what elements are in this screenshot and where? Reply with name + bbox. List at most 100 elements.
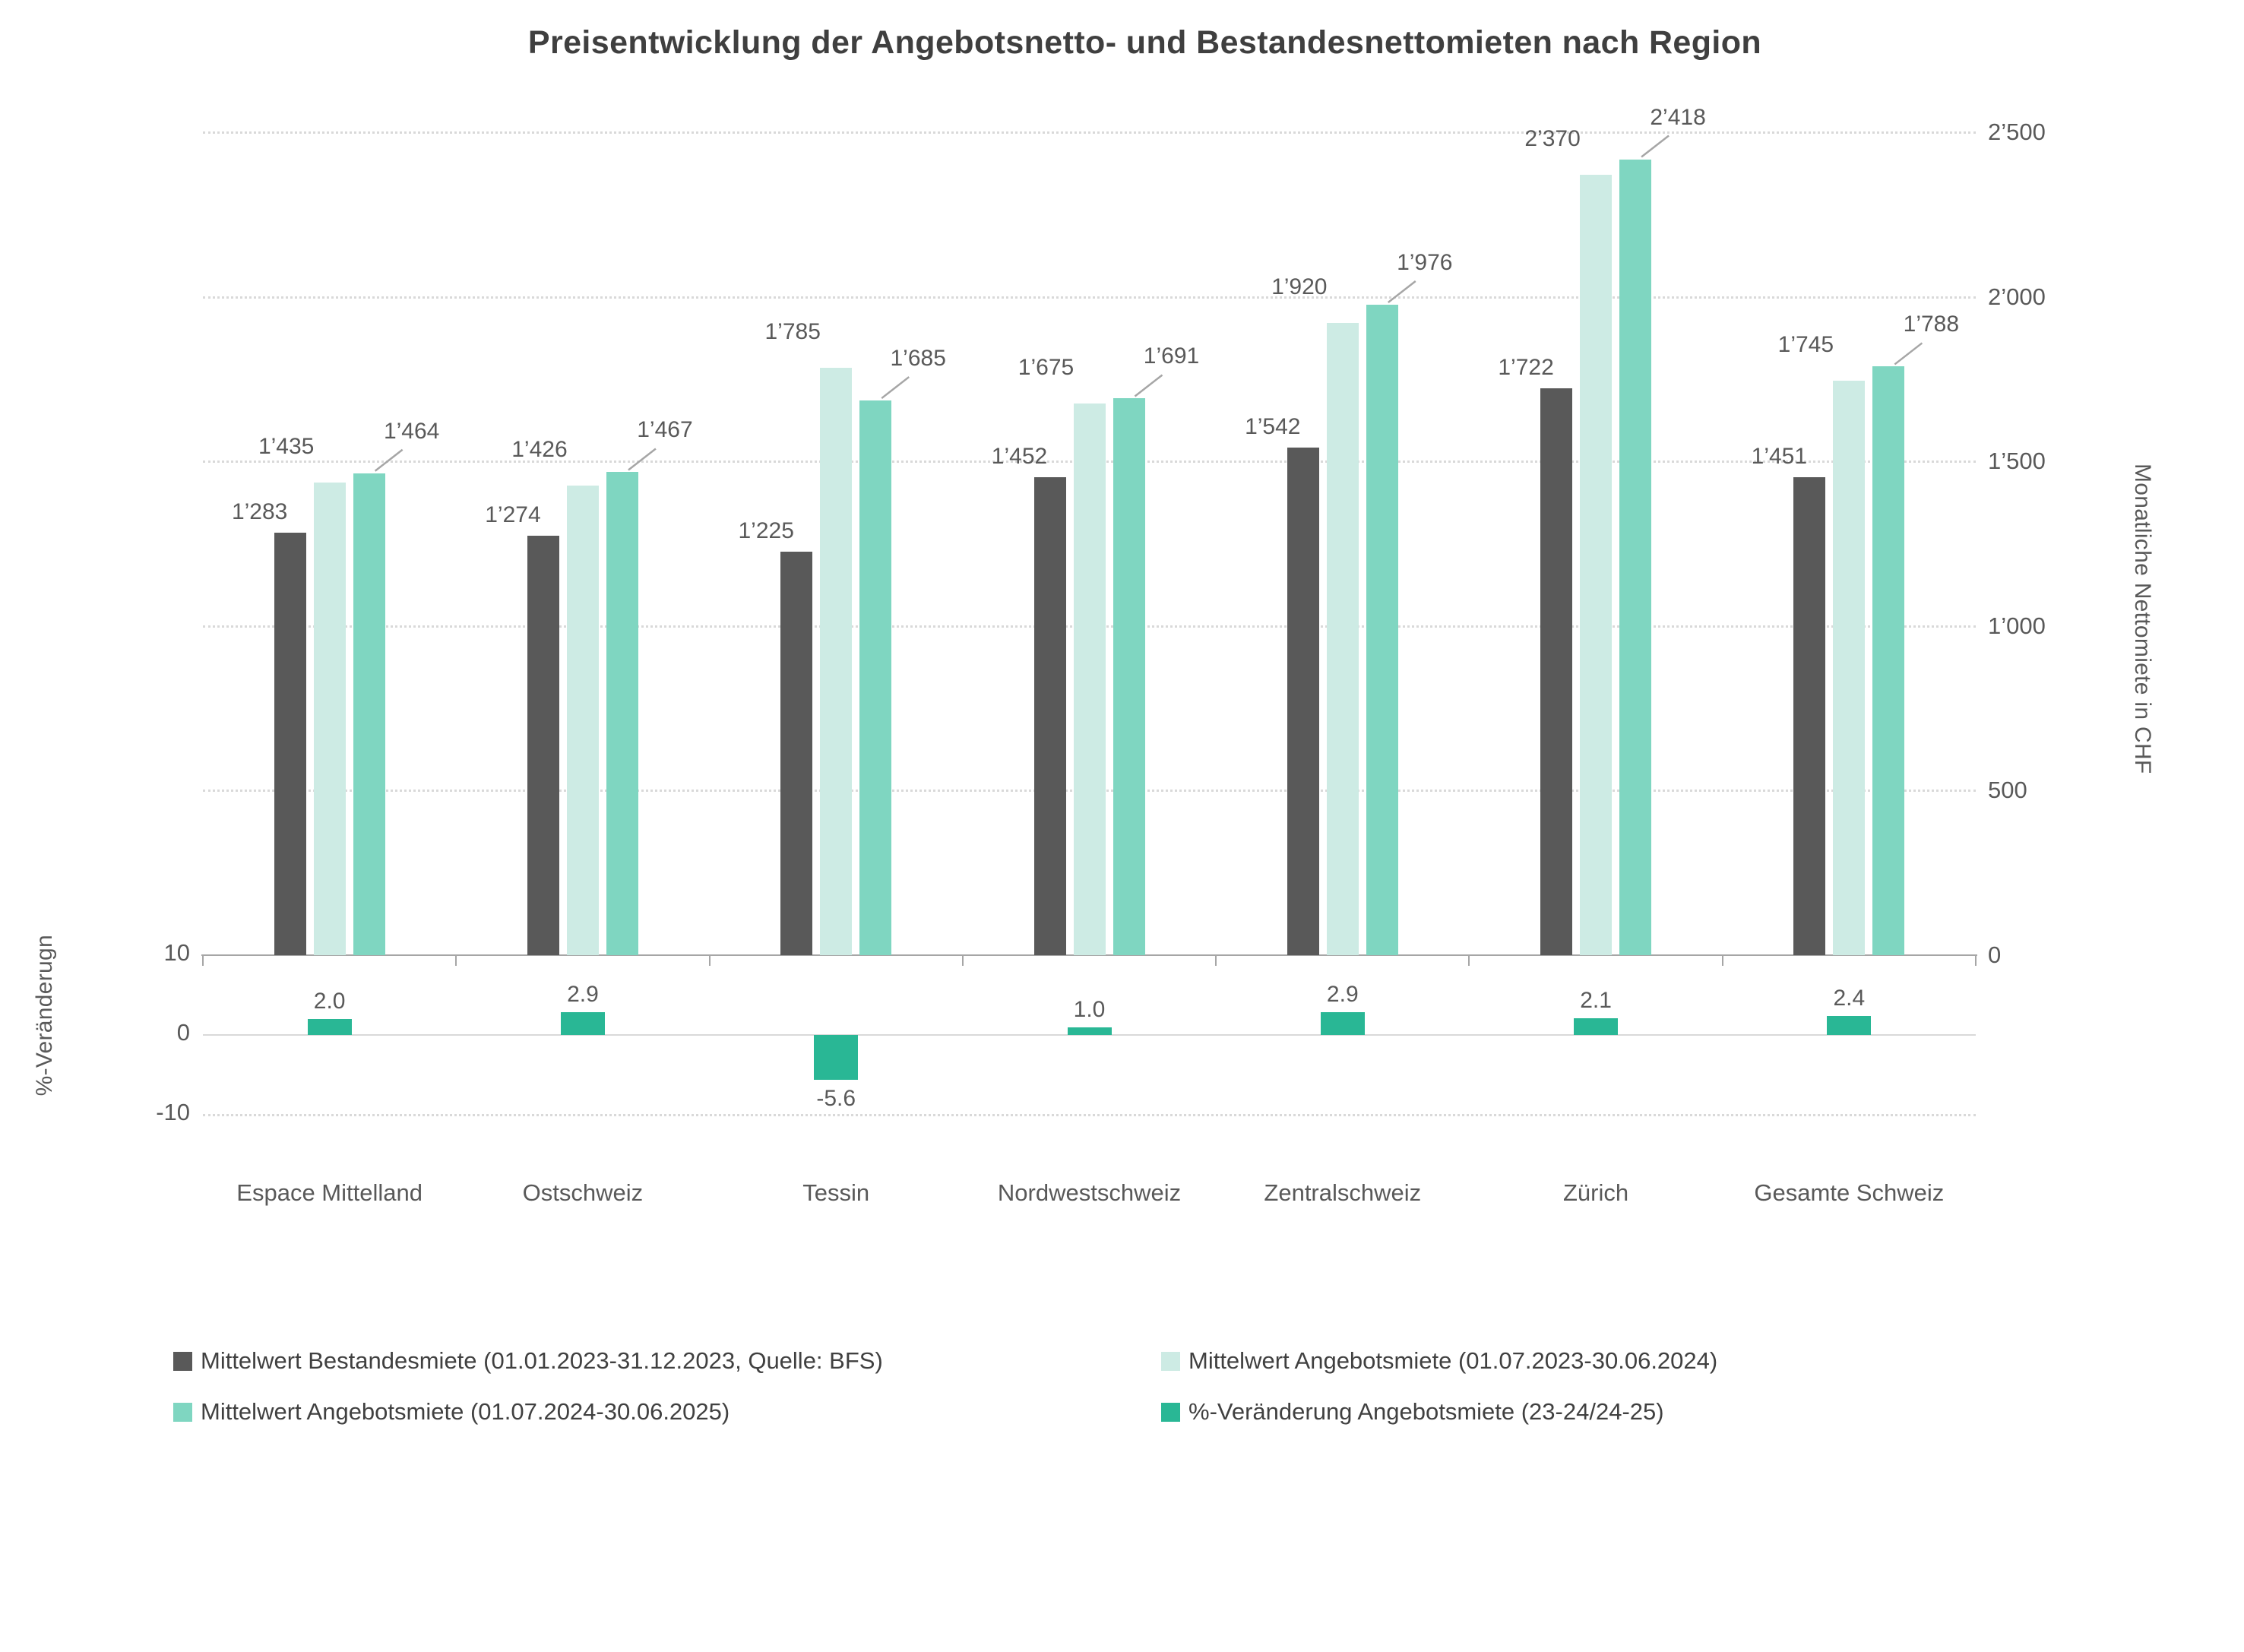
pct-value-label: 1.0 <box>1073 996 1106 1022</box>
bar-value-label: 1’691 <box>1143 343 1200 369</box>
bar <box>1540 388 1573 955</box>
pct-axis-tick-label: 10 <box>163 939 190 966</box>
chf-axis-tick-label: 500 <box>1988 777 2027 804</box>
leader-line <box>628 448 657 471</box>
bar <box>1073 404 1106 955</box>
pct-change-bar <box>814 1035 859 1080</box>
category-label: Tessin <box>802 1179 870 1206</box>
chf-axis-tick-label: 1’000 <box>1988 612 2046 639</box>
pct-value-label: -5.6 <box>816 1085 856 1111</box>
leader-line <box>881 376 910 400</box>
category-label: Ostschweiz <box>522 1179 644 1206</box>
bar <box>1793 477 1826 955</box>
chf-axis-tick-label: 2’000 <box>1988 283 2046 310</box>
bar <box>1619 159 1652 955</box>
category-axis-tick <box>708 955 711 966</box>
leader-line <box>1641 135 1670 158</box>
bar-value-label: 1’225 <box>738 518 794 544</box>
bar <box>1326 323 1359 955</box>
bar <box>1287 448 1319 955</box>
chf-gridline <box>203 131 1976 134</box>
pct-value-label: 2.0 <box>313 989 346 1014</box>
bar <box>820 367 853 955</box>
bar-value-label: 1’451 <box>1751 444 1808 470</box>
bar <box>859 400 892 955</box>
legend-color-swatch <box>173 1351 192 1371</box>
bar-value-label: 1’467 <box>637 417 693 443</box>
bar <box>1833 381 1866 955</box>
category-axis-line <box>201 954 1977 956</box>
leader-line <box>1134 374 1163 397</box>
bar-value-label: 1’542 <box>1245 414 1301 439</box>
legend-color-swatch <box>173 1402 192 1422</box>
legend-color-swatch <box>1161 1402 1180 1422</box>
bar-value-label: 2’418 <box>1650 104 1706 130</box>
chf-axis-tick-label: 2’500 <box>1988 119 2046 145</box>
legend-label: %-Veränderung Angebotsmiete (23-24/24-25… <box>1188 1398 1664 1425</box>
bar-value-label: 1’745 <box>1777 332 1834 358</box>
chf-axis-tick-label: 1’500 <box>1988 448 2046 475</box>
chart-title: Preisentwicklung der Angebotsnetto- und … <box>527 24 1762 61</box>
pct-change-bar <box>1827 1015 1872 1035</box>
category-axis-tick <box>1975 955 1977 966</box>
bar <box>1366 304 1398 955</box>
legend-label: Mittelwert Angebotsmiete (01.07.2024-30.… <box>201 1398 730 1425</box>
pct-change-bar <box>560 1011 605 1035</box>
legend-item: Mittelwert Bestandesmiete (01.01.2023-31… <box>173 1347 883 1375</box>
category-axis-tick <box>202 955 204 966</box>
bar <box>313 483 346 955</box>
bar <box>606 472 638 955</box>
bar-value-label: 2’370 <box>1524 126 1581 152</box>
pct-gridline-minus10 <box>203 1114 1976 1116</box>
left-axis-title: %-Veränderugn <box>32 935 57 1097</box>
pct-axis-tick-label: 0 <box>176 1019 190 1046</box>
bar-value-label: 1’685 <box>890 346 946 372</box>
bar <box>1033 476 1066 955</box>
pct-value-label: 2.4 <box>1833 985 1866 1011</box>
bar-value-label: 1’452 <box>991 443 1048 469</box>
bar <box>353 473 385 955</box>
legend-color-swatch <box>1161 1351 1180 1371</box>
bar-value-label: 1’283 <box>231 499 288 525</box>
pct-value-label: 2.9 <box>1326 981 1359 1007</box>
bar <box>780 552 813 955</box>
bar-value-label: 1’722 <box>1498 355 1554 381</box>
category-axis-tick <box>1215 955 1217 966</box>
category-label: Zentralschweiz <box>1264 1179 1422 1206</box>
legend-item: Mittelwert Angebotsmiete (01.07.2024-30.… <box>173 1398 730 1426</box>
pct-axis-tick-label: -10 <box>156 1099 190 1125</box>
pct-change-bar <box>1320 1011 1365 1035</box>
bar-value-label: 1’920 <box>1271 274 1328 300</box>
bar-value-label: 1’274 <box>485 502 541 528</box>
bar-value-label: 1’976 <box>1397 249 1453 275</box>
bar <box>527 536 559 955</box>
leader-line <box>1388 280 1416 303</box>
category-label: Espace Mittelland <box>236 1179 423 1206</box>
legend-item: Mittelwert Angebotsmiete (01.07.2023-30.… <box>1161 1347 1717 1375</box>
pct-zero-line <box>203 1034 1976 1036</box>
category-axis-tick <box>1468 955 1470 966</box>
leader-line <box>1894 342 1923 366</box>
bar-value-label: 1’464 <box>383 418 440 444</box>
bar-value-label: 1’426 <box>511 437 568 463</box>
legend-label: Mittelwert Angebotsmiete (01.07.2023-30.… <box>1188 1347 1718 1374</box>
category-label: Zürich <box>1562 1179 1629 1206</box>
pct-change-bar <box>1067 1027 1112 1035</box>
category-axis-tick <box>961 955 964 966</box>
bar <box>1580 175 1613 955</box>
bar-value-label: 1’675 <box>1018 355 1075 381</box>
pct-value-label: 2.9 <box>567 981 599 1007</box>
bar-value-label: 1’788 <box>1903 312 1960 337</box>
category-axis-tick <box>1721 955 1723 966</box>
bar-value-label: 1’435 <box>258 434 315 460</box>
bar <box>1113 398 1145 955</box>
category-label: Nordwestschweiz <box>997 1179 1182 1206</box>
bar <box>566 486 599 955</box>
legend-item: %-Veränderung Angebotsmiete (23-24/24-25… <box>1161 1398 1664 1426</box>
pct-change-bar <box>1574 1017 1619 1035</box>
bar <box>274 533 306 955</box>
legend-label: Mittelwert Bestandesmiete (01.01.2023-31… <box>201 1347 883 1374</box>
chf-axis-tick-label: 0 <box>1988 942 2002 968</box>
pct-change-bar <box>307 1019 352 1035</box>
